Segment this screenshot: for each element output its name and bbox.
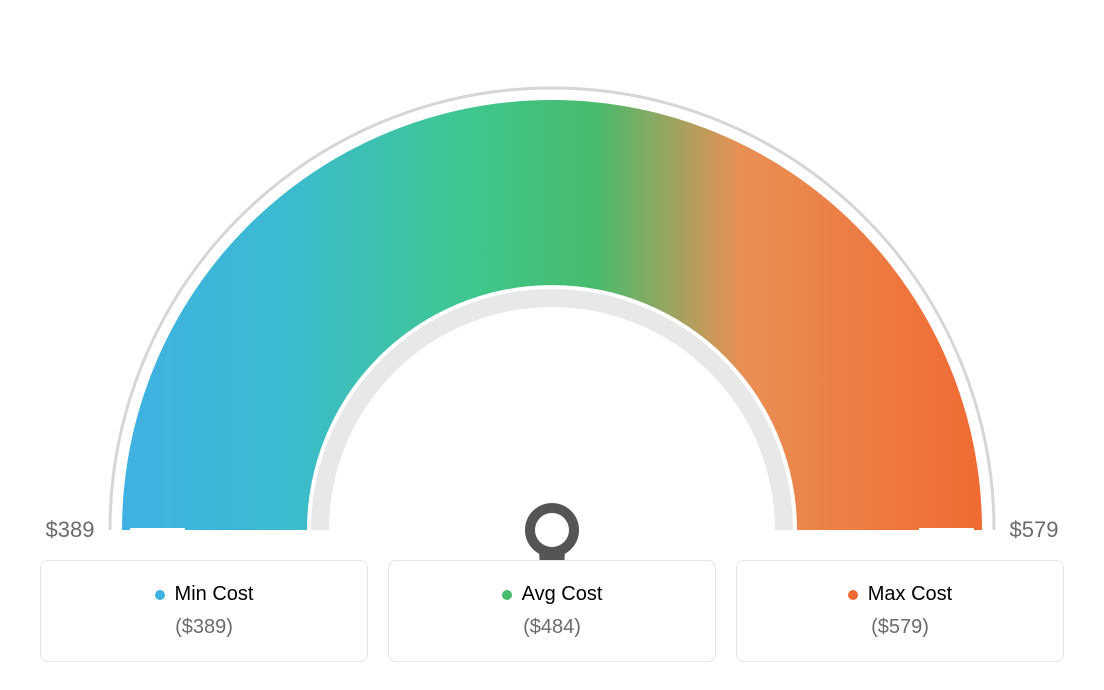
gauge-needle-hub [530,508,574,552]
legend-title-avg: Avg Cost [502,583,603,606]
gauge-tick-label: $389 [46,517,95,543]
legend-value-max: ($579) [747,616,1053,639]
gauge-tick-label: $579 [1010,517,1059,543]
legend-card-avg: Avg Cost ($484) [388,560,716,662]
legend-label-max: Max Cost [868,583,952,606]
legend-label-min: Min Cost [175,583,254,606]
gauge-ring [122,100,982,530]
gauge-container: $389$413$437$484$516$548$579 [0,0,1104,560]
legend-title-max: Max Cost [848,583,952,606]
legend-title-min: Min Cost [155,583,254,606]
legend-dot-avg [502,590,512,600]
legend-value-min: ($389) [51,616,357,639]
legend-value-avg: ($484) [399,616,705,639]
legend-row: Min Cost ($389) Avg Cost ($484) Max Cost… [0,560,1104,662]
legend-card-min: Min Cost ($389) [40,560,368,662]
legend-dot-min [155,590,165,600]
legend-dot-max [848,590,858,600]
legend-label-avg: Avg Cost [522,583,603,606]
legend-card-max: Max Cost ($579) [736,560,1064,662]
gauge-chart [0,0,1104,560]
